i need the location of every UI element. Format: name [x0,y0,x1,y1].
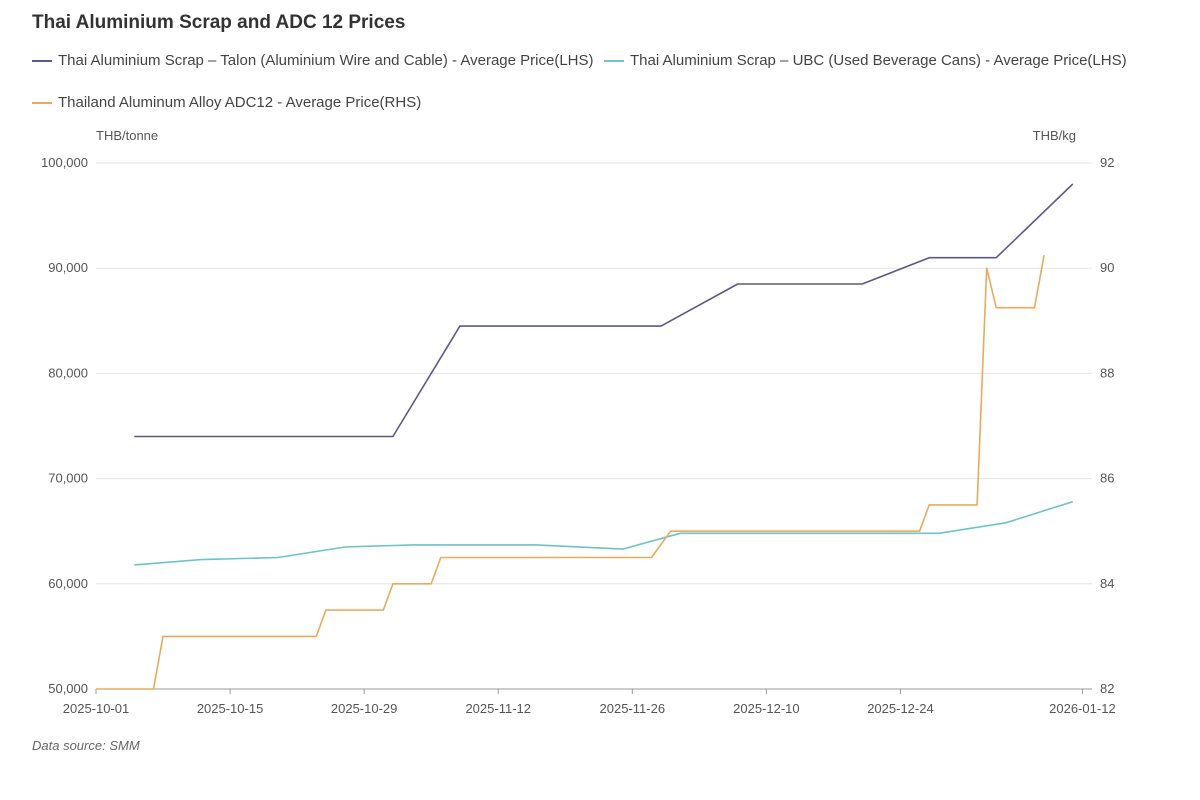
x-tick-label: 2026-01-12 [1049,701,1116,716]
x-tick-label: 2025-11-12 [465,701,531,716]
legend-item-talon[interactable]: Thai Aluminium Scrap – Talon (Aluminium … [32,52,594,69]
legend-item-adc12[interactable]: Thailand Aluminum Alloy ADC12 - Average … [32,94,421,111]
x-tick-label: 2025-11-26 [600,701,666,716]
y-left-tick-label: 90,000 [48,260,88,275]
x-tick-label: 2025-10-01 [63,701,130,716]
x-tick-label: 2025-10-29 [331,701,398,716]
left-axis-unit: THB/tonne [96,128,158,143]
series-line-ubc[interactable] [134,500,1074,566]
legend-swatch-ubc [604,59,624,62]
y-right-tick-label: 88 [1100,365,1114,380]
data-source: Data source: SMM [32,738,140,753]
y-right-tick-label: 92 [1100,155,1114,170]
y-left-tick-label: 60,000 [48,576,88,591]
x-tick-label: 2025-12-10 [733,701,800,716]
y-left-tick-label: 70,000 [48,471,88,486]
right-axis-unit: THB/kg [1033,128,1076,143]
chart-title: Thai Aluminium Scrap and ADC 12 Prices [32,12,406,33]
legend-label-talon: Thai Aluminium Scrap – Talon (Aluminium … [58,52,594,69]
legend-label-ubc: Thai Aluminium Scrap – UBC (Used Beverag… [630,52,1127,69]
legend-swatch-adc12 [32,101,52,104]
x-tick-label: 2025-12-24 [867,701,934,716]
legend-item-ubc[interactable]: Thai Aluminium Scrap – UBC (Used Beverag… [604,52,1127,69]
y-right-tick-label: 82 [1100,681,1114,696]
y-left-tick-label: 50,000 [48,681,88,696]
legend-label-adc12: Thailand Aluminum Alloy ADC12 - Average … [58,94,422,111]
y-left-tick-label: 100,000 [41,155,88,170]
series-line-talon[interactable] [134,183,1074,438]
legend-swatch-talon [32,59,52,62]
y-right-tick-label: 90 [1100,260,1114,275]
series-line-adc12[interactable] [96,254,1045,690]
y-right-tick-label: 84 [1100,576,1114,591]
y-left-tick-label: 80,000 [48,365,88,380]
x-tick-label: 2025-10-15 [197,701,264,716]
y-right-tick-label: 86 [1100,471,1114,486]
